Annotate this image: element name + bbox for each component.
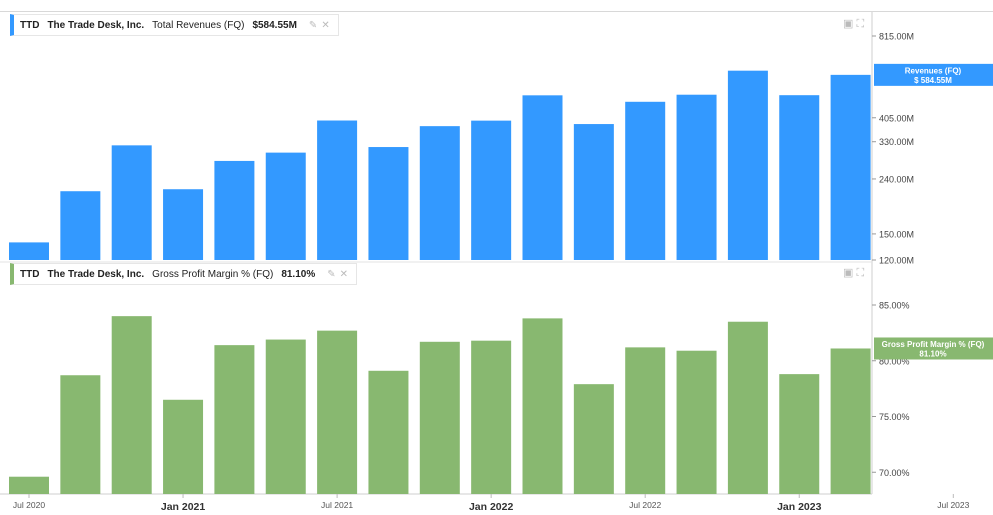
gross-margin-bar[interactable] — [317, 330, 358, 494]
revenue-bars — [9, 70, 871, 261]
x-tick-label: Jul 2020 — [13, 500, 45, 510]
gross-margin-bar[interactable] — [163, 399, 204, 494]
panel-controls-top: ▣ ⛶ — [843, 17, 864, 31]
badge-title: Revenues (FQ) — [905, 66, 962, 75]
remove-panel-icon[interactable]: ▣ — [843, 267, 854, 279]
x-tick-label: Jul 2022 — [629, 500, 661, 510]
gross-margin-bars — [9, 316, 871, 494]
x-tick-label: Jan 2023 — [777, 501, 822, 513]
gross-margin-bar[interactable] — [9, 476, 49, 494]
revenue-bar[interactable] — [368, 147, 409, 260]
revenue-y-axis: 815.00M 405.00M 330.00M 240.00M 150.00M 120.0… — [872, 32, 914, 266]
revenue-legend[interactable]: TTD The Trade Desk, Inc. Total Revenues … — [10, 14, 339, 36]
revenue-bar[interactable] — [163, 189, 204, 260]
revenue-bar[interactable] — [573, 124, 614, 260]
y-tick-label: 330.00M — [879, 137, 914, 147]
panel-controls-bottom: ▣ ⛶ — [843, 266, 864, 280]
y-tick-label: 70.00% — [879, 468, 910, 478]
revenue-bar[interactable] — [111, 145, 152, 260]
remove-panel-icon[interactable]: ▣ — [843, 18, 854, 30]
revenue-bar[interactable] — [214, 160, 255, 260]
y-tick-label: 815.00M — [879, 32, 914, 42]
gross-margin-bar[interactable] — [471, 340, 512, 494]
legend-value: 81.10% — [281, 268, 316, 280]
x-tick-label: Jul 2021 — [321, 500, 353, 510]
gross-margin-legend[interactable]: TTD The Trade Desk, Inc. Gross Profit Ma… — [10, 263, 358, 285]
revenue-bar[interactable] — [830, 74, 871, 260]
gross-margin-bar[interactable] — [676, 350, 717, 494]
close-icon[interactable]: ✕ — [339, 268, 349, 280]
gross-margin-bar[interactable] — [522, 318, 563, 494]
y-tick-label: 240.00M — [879, 174, 914, 184]
value-badge — [874, 63, 993, 86]
y-tick-label: 405.00M — [879, 113, 914, 123]
y-tick-label: 120.00M — [879, 256, 914, 266]
legend-value: $584.55M — [252, 19, 297, 31]
gross-margin-bar[interactable] — [727, 321, 768, 494]
x-tick-label: Jan 2021 — [161, 501, 206, 513]
x-tick-label: Jul 2023 — [937, 500, 969, 510]
expand-icon[interactable]: ⛶ — [856, 18, 865, 30]
x-axis: Jul 2020 Jan 2021 Jul 2021 Jan 2022 Jul 2022… — [13, 494, 970, 513]
legend-metric: Total Revenues (FQ) — [152, 19, 245, 31]
revenue-bar[interactable] — [60, 191, 101, 260]
revenue-bar[interactable] — [522, 95, 563, 261]
legend-metric: Gross Profit Margin % (FQ) — [152, 268, 274, 280]
badge-title: Gross Profit Margin % (FQ) — [882, 340, 985, 349]
legend-ticker: TTD — [20, 19, 40, 31]
gross-margin-bar[interactable] — [214, 345, 255, 494]
revenue-bar[interactable] — [779, 95, 820, 261]
value-badge — [874, 337, 993, 360]
gross-margin-bar[interactable] — [368, 370, 409, 494]
gross-margin-bar[interactable] — [111, 316, 152, 494]
badge-value: 81.10% — [919, 349, 946, 358]
gross-margin-bar[interactable] — [625, 347, 666, 494]
revenue-bar[interactable] — [625, 101, 666, 261]
gross-margin-bar[interactable] — [419, 341, 460, 494]
gross-margin-y-axis: 85.00% 80.00% 75.00% 70.00% — [872, 301, 910, 478]
legend-company: The Trade Desk, Inc. — [47, 19, 145, 31]
revenue-bar[interactable] — [265, 152, 306, 260]
badge-value: $ 584.55M — [914, 76, 952, 85]
gross-margin-bar[interactable] — [830, 348, 871, 494]
close-icon[interactable]: ✕ — [321, 19, 330, 31]
paint-icon[interactable]: ✎ — [308, 19, 318, 31]
revenue-bar[interactable] — [471, 120, 512, 260]
gross-margin-bar[interactable] — [60, 375, 101, 494]
revenue-bar[interactable] — [676, 94, 717, 261]
legend-ticker: TTD — [20, 268, 40, 280]
gross-margin-bar[interactable] — [779, 374, 820, 494]
gross-margin-bar[interactable] — [573, 384, 614, 494]
y-tick-label: 85.00% — [879, 301, 910, 311]
gross-margin-bar[interactable] — [265, 339, 306, 494]
revenue-bar[interactable] — [317, 120, 358, 260]
y-tick-label: 80.00% — [879, 356, 910, 366]
x-tick-label: Jan 2022 — [469, 501, 514, 513]
revenue-bar[interactable] — [9, 242, 49, 260]
value-badges: Revenues (FQ)$ 584.55M Gross Profit Margi… — [874, 63, 993, 360]
y-tick-label: 75.00% — [879, 412, 910, 422]
top-rule — [0, 11, 993, 12]
legend-company: The Trade Desk, Inc. — [47, 268, 145, 280]
paint-icon[interactable]: ✎ — [327, 268, 336, 280]
y-tick-label: 150.00M — [879, 229, 914, 239]
revenue-bar[interactable] — [419, 126, 460, 260]
expand-icon[interactable]: ⛶ — [856, 267, 865, 279]
revenue-bar[interactable] — [727, 70, 768, 260]
